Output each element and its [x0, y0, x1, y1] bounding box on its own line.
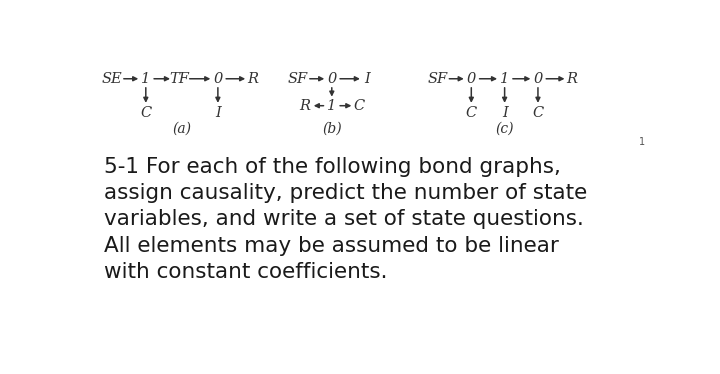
- Text: (a): (a): [172, 122, 192, 136]
- Text: 1: 1: [141, 72, 150, 86]
- Text: (c): (c): [495, 122, 514, 136]
- Text: SF: SF: [287, 72, 307, 86]
- Text: 1: 1: [327, 99, 336, 113]
- Text: R: R: [247, 72, 258, 86]
- Text: SE: SE: [102, 72, 122, 86]
- Text: I: I: [502, 107, 508, 120]
- Text: 0: 0: [467, 72, 476, 86]
- Text: TF: TF: [169, 72, 189, 86]
- Text: R: R: [567, 72, 577, 86]
- Text: C: C: [140, 107, 151, 120]
- Text: (b): (b): [322, 122, 341, 136]
- Text: C: C: [532, 107, 544, 120]
- Text: 0: 0: [213, 72, 222, 86]
- Text: I: I: [215, 107, 221, 120]
- Text: C: C: [466, 107, 477, 120]
- Text: R: R: [300, 99, 310, 113]
- Text: 5-1 For each of the following bond graphs,
assign causality, predict the number : 5-1 For each of the following bond graph…: [104, 157, 588, 282]
- Text: 0: 0: [327, 72, 336, 86]
- Text: 0: 0: [534, 72, 543, 86]
- Text: C: C: [354, 99, 364, 113]
- Text: 1: 1: [639, 137, 645, 147]
- Text: 1: 1: [500, 72, 509, 86]
- Text: SF: SF: [427, 72, 447, 86]
- Text: I: I: [364, 72, 370, 86]
